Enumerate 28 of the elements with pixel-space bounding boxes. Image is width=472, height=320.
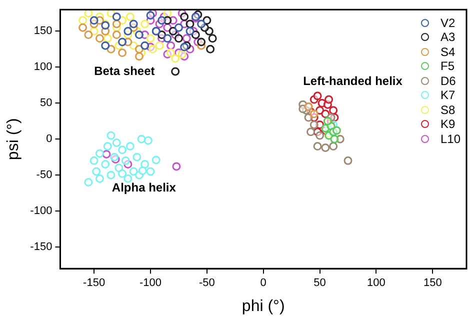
y-tick-label: 50 <box>40 97 52 110</box>
y-tick-label: -50 <box>36 169 52 182</box>
annotation: Left-handed helix <box>303 74 403 88</box>
y-tick-label: 150 <box>34 25 52 38</box>
y-tick-label: 100 <box>34 61 52 74</box>
x-tick-label: -50 <box>198 277 215 290</box>
x-tick-label: 100 <box>367 277 386 290</box>
legend-label: S4 <box>440 44 456 60</box>
x-tick-label: -100 <box>139 277 162 290</box>
annotation: Beta sheet <box>94 64 155 78</box>
legend-label: K7 <box>440 88 456 103</box>
x-tick-label: 150 <box>423 277 442 290</box>
y-tick-label: 0 <box>46 133 52 146</box>
annotation: Alpha helix <box>112 180 176 194</box>
x-tick-label: 0 <box>260 277 266 290</box>
legend-label: D6 <box>440 74 456 88</box>
x-tick-label: 50 <box>314 277 326 290</box>
y-axis-title: psi (°) <box>5 118 22 160</box>
x-axis-title: phi (°) <box>242 298 285 315</box>
legend-label: K9 <box>440 117 456 132</box>
y-tick-label: -150 <box>30 241 52 254</box>
legend-label: A3 <box>440 30 456 45</box>
legend-label: S8 <box>440 102 456 118</box>
x-tick-label: -150 <box>83 277 106 290</box>
legend-label: V2 <box>440 16 456 30</box>
y-tick-label: -100 <box>30 205 52 218</box>
legend-label: F5 <box>440 59 455 74</box>
legend-label: L10 <box>440 132 461 146</box>
